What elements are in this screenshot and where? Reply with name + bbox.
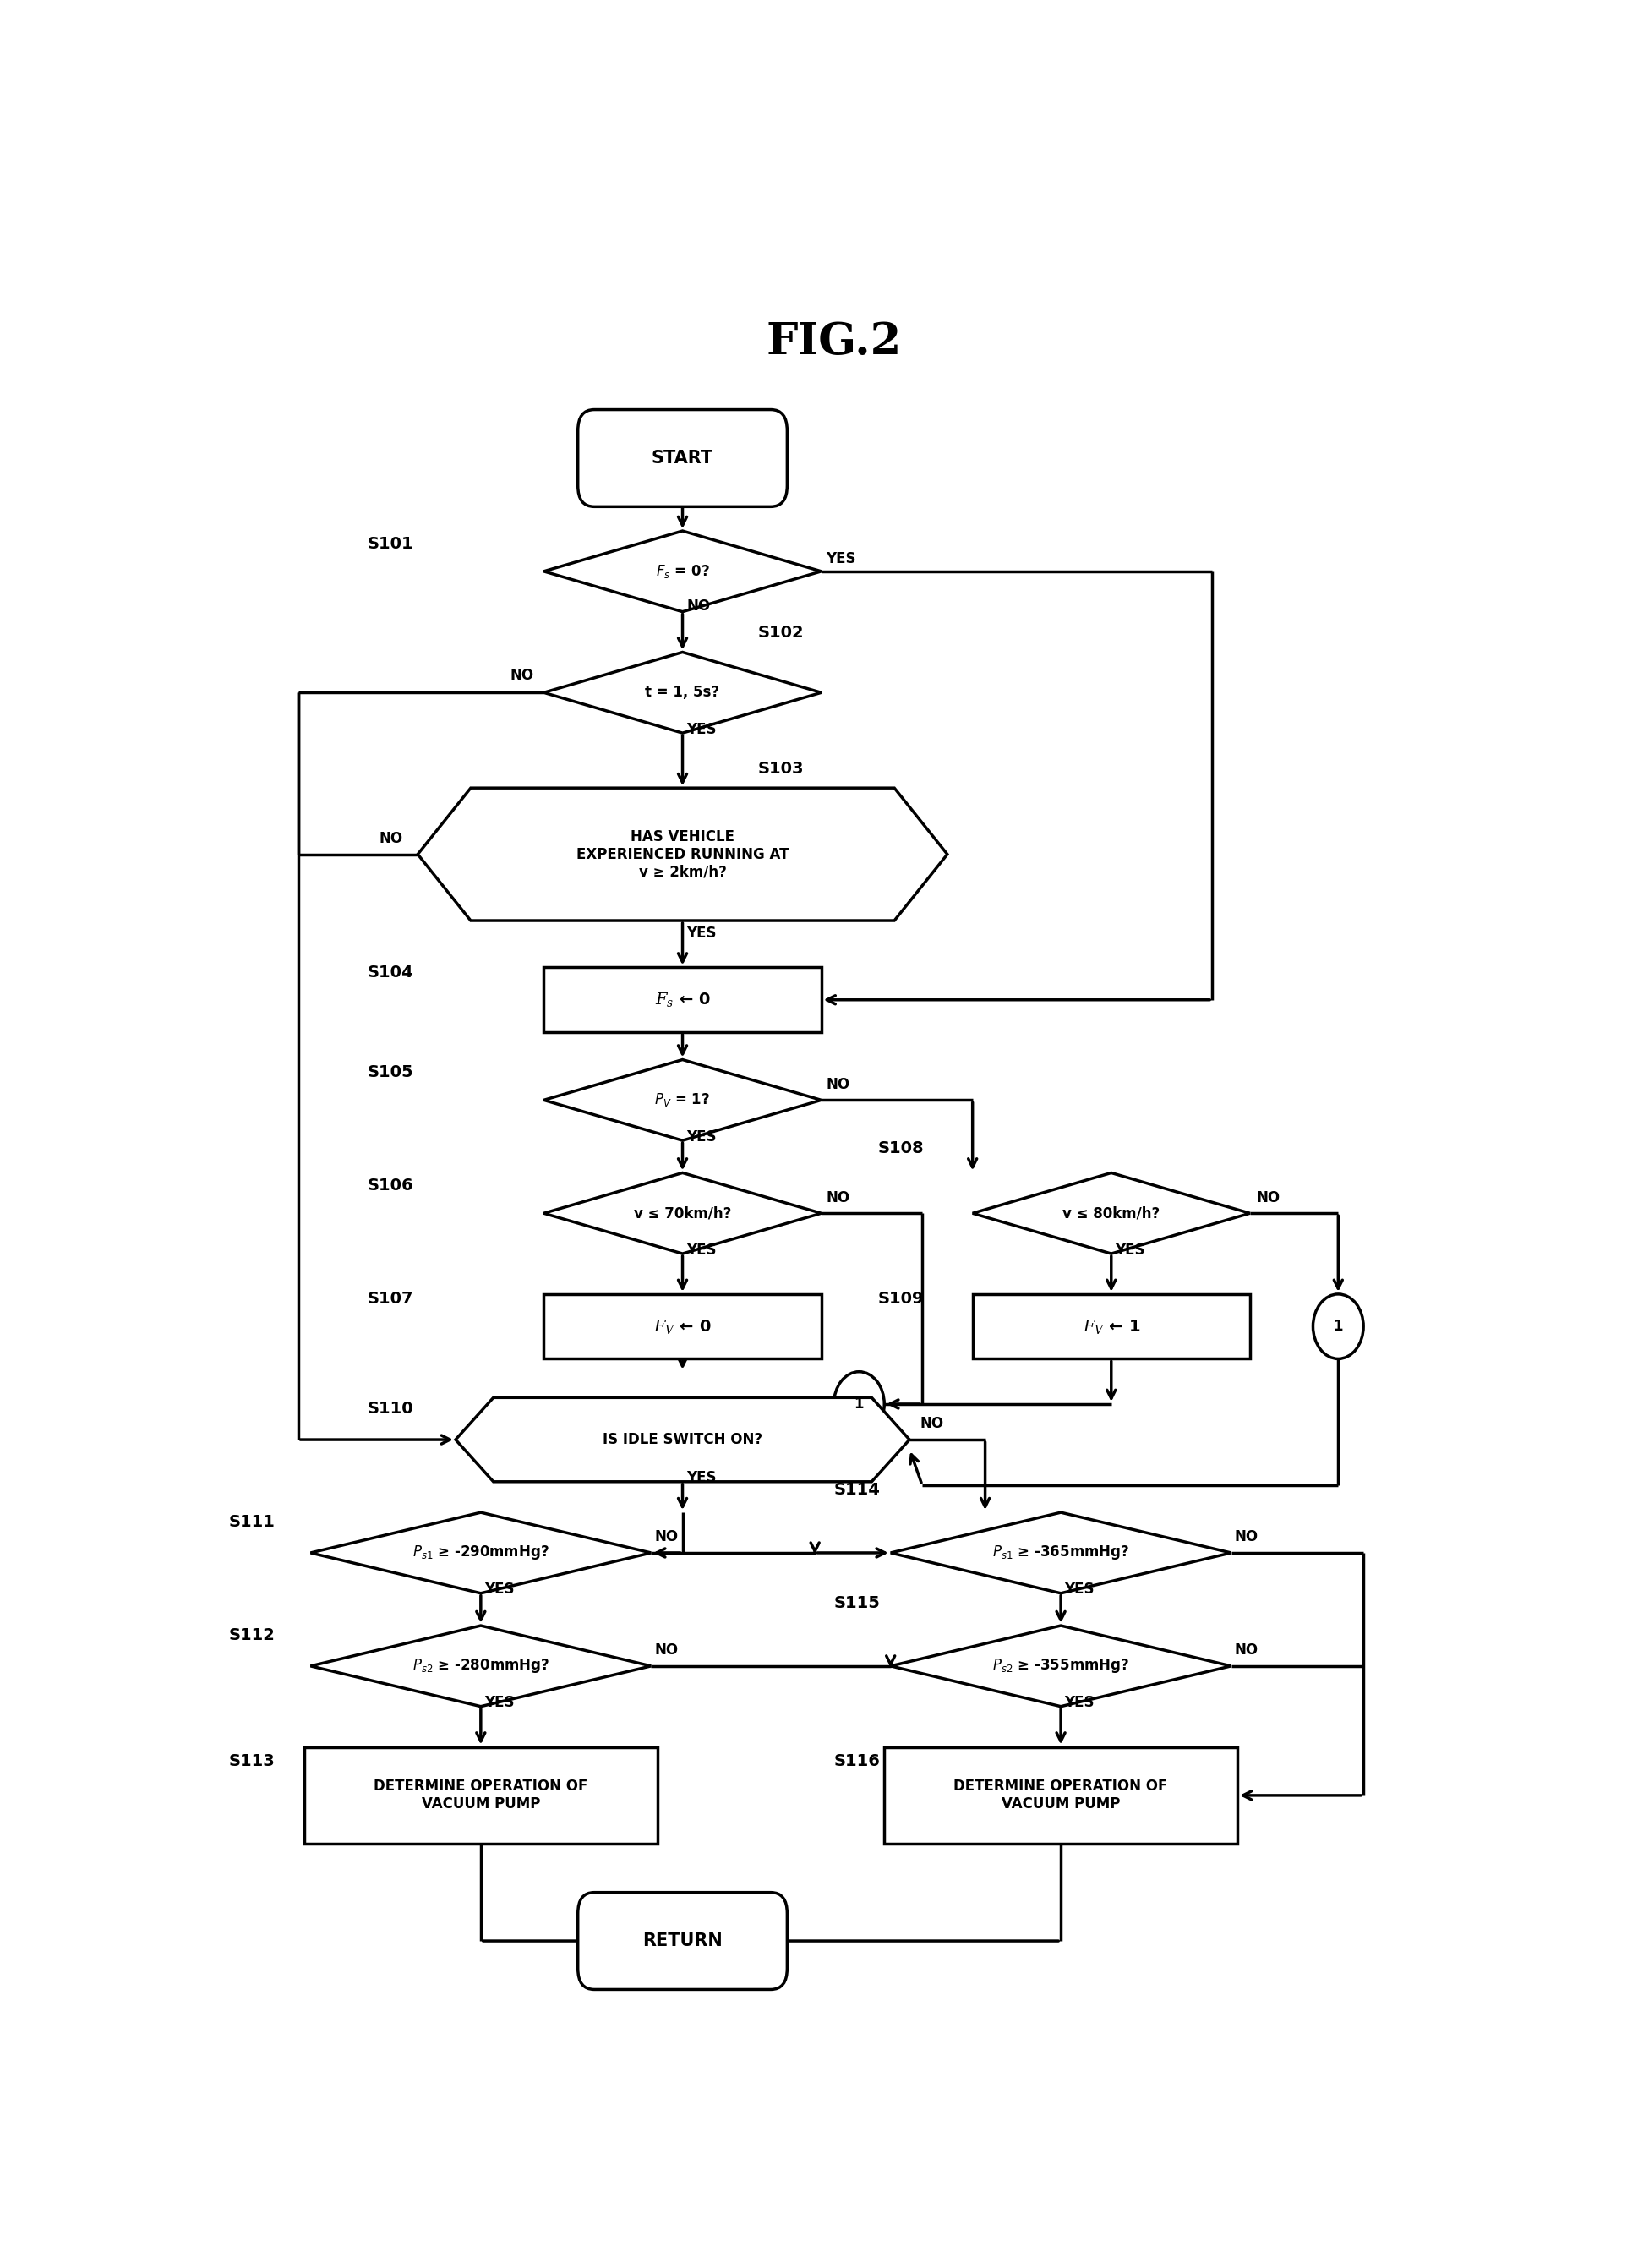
Text: YES: YES — [687, 1470, 716, 1486]
Text: v ≤ 80km/h?: v ≤ 80km/h? — [1062, 1207, 1160, 1220]
Text: NO: NO — [827, 1077, 849, 1091]
Text: $F_s$ ← 0: $F_s$ ← 0 — [654, 991, 711, 1009]
Text: 1: 1 — [1334, 1318, 1342, 1334]
Text: S111: S111 — [228, 1515, 275, 1531]
FancyBboxPatch shape — [885, 1746, 1238, 1844]
Text: S102: S102 — [758, 624, 804, 642]
Text: t = 1, 5s?: t = 1, 5s? — [646, 685, 719, 701]
Text: NO: NO — [1256, 1191, 1280, 1204]
Text: S107: S107 — [368, 1290, 413, 1306]
Text: $P_{s1}$ ≥ -290mmHg?: $P_{s1}$ ≥ -290mmHg? — [413, 1545, 548, 1563]
Text: S115: S115 — [833, 1594, 880, 1610]
Text: NO: NO — [654, 1529, 678, 1545]
Text: NO: NO — [1235, 1529, 1259, 1545]
Text: NO: NO — [509, 667, 534, 683]
FancyBboxPatch shape — [543, 968, 822, 1032]
Text: S116: S116 — [833, 1753, 880, 1769]
FancyBboxPatch shape — [973, 1295, 1250, 1359]
FancyBboxPatch shape — [578, 1892, 787, 1989]
Polygon shape — [543, 653, 822, 733]
Text: $F_V$ ← 1: $F_V$ ← 1 — [1082, 1318, 1141, 1336]
Text: NO: NO — [687, 599, 709, 615]
Text: YES: YES — [1114, 1243, 1145, 1256]
Text: $P_V$ = 1?: $P_V$ = 1? — [654, 1091, 711, 1109]
Text: YES: YES — [687, 1129, 716, 1145]
Text: YES: YES — [687, 925, 716, 941]
Polygon shape — [418, 787, 947, 921]
Text: YES: YES — [687, 721, 716, 737]
Polygon shape — [311, 1513, 651, 1592]
Text: HAS VEHICLE
EXPERIENCED RUNNING AT
v ≥ 2km/h?: HAS VEHICLE EXPERIENCED RUNNING AT v ≥ 2… — [576, 830, 789, 880]
Text: $P_{s2}$ ≥ -280mmHg?: $P_{s2}$ ≥ -280mmHg? — [412, 1658, 550, 1674]
Polygon shape — [456, 1397, 909, 1481]
Text: YES: YES — [1064, 1694, 1095, 1710]
Text: NO: NO — [827, 1191, 849, 1204]
Text: S109: S109 — [879, 1290, 924, 1306]
Text: FIG.2: FIG.2 — [766, 320, 901, 363]
Text: S113: S113 — [228, 1753, 275, 1769]
Text: $P_{s2}$ ≥ -355mmHg?: $P_{s2}$ ≥ -355mmHg? — [992, 1658, 1129, 1674]
Text: NO: NO — [1235, 1642, 1259, 1658]
Text: $F_V$ ← 0: $F_V$ ← 0 — [654, 1318, 711, 1336]
Polygon shape — [543, 531, 822, 612]
Text: S110: S110 — [368, 1402, 413, 1418]
Text: S101: S101 — [368, 535, 413, 551]
Text: YES: YES — [485, 1694, 514, 1710]
Polygon shape — [973, 1173, 1250, 1254]
Polygon shape — [543, 1173, 822, 1254]
Text: 1: 1 — [854, 1397, 864, 1411]
FancyBboxPatch shape — [304, 1746, 657, 1844]
Text: NO: NO — [379, 830, 402, 846]
Text: YES: YES — [827, 551, 856, 567]
Text: YES: YES — [1064, 1583, 1095, 1597]
Text: NO: NO — [654, 1642, 678, 1658]
Polygon shape — [543, 1059, 822, 1141]
Text: $P_{s1}$ ≥ -365mmHg?: $P_{s1}$ ≥ -365mmHg? — [992, 1545, 1129, 1563]
Circle shape — [833, 1372, 885, 1436]
Text: YES: YES — [485, 1583, 514, 1597]
Text: S105: S105 — [368, 1064, 413, 1080]
Text: S114: S114 — [833, 1481, 880, 1497]
Text: S106: S106 — [368, 1177, 413, 1193]
FancyBboxPatch shape — [543, 1295, 822, 1359]
Text: RETURN: RETURN — [643, 1932, 722, 1950]
Polygon shape — [890, 1626, 1232, 1706]
Text: DETERMINE OPERATION OF
VACUUM PUMP: DETERMINE OPERATION OF VACUUM PUMP — [374, 1778, 587, 1812]
Text: START: START — [652, 449, 713, 467]
Polygon shape — [311, 1626, 651, 1706]
Text: YES: YES — [687, 1243, 716, 1256]
Text: DETERMINE OPERATION OF
VACUUM PUMP: DETERMINE OPERATION OF VACUUM PUMP — [953, 1778, 1168, 1812]
Text: S103: S103 — [758, 760, 804, 776]
Text: S112: S112 — [228, 1628, 275, 1644]
Text: $F_s$ = 0?: $F_s$ = 0? — [656, 562, 709, 581]
Text: NO: NO — [919, 1415, 944, 1431]
Text: IS IDLE SWITCH ON?: IS IDLE SWITCH ON? — [602, 1431, 763, 1447]
Circle shape — [1313, 1295, 1363, 1359]
Polygon shape — [890, 1513, 1232, 1592]
Text: S108: S108 — [879, 1141, 924, 1157]
FancyBboxPatch shape — [578, 411, 787, 506]
Text: v ≤ 70km/h?: v ≤ 70km/h? — [635, 1207, 731, 1220]
Text: S104: S104 — [368, 964, 413, 980]
